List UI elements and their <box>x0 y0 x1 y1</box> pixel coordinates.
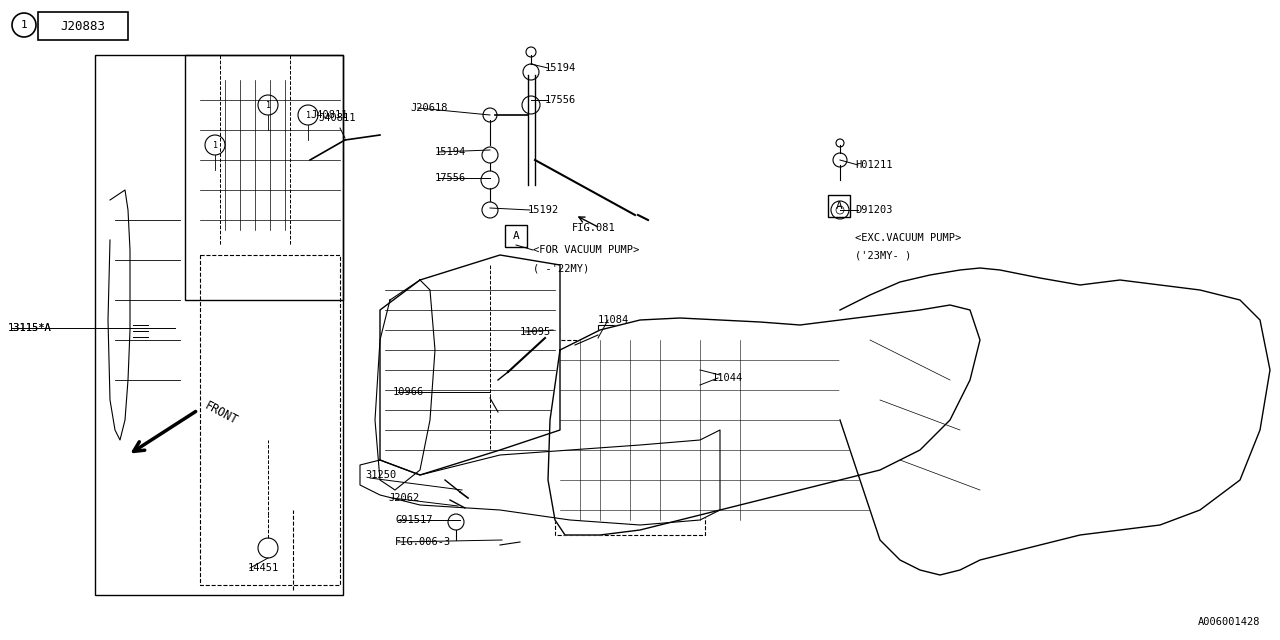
Text: 11084: 11084 <box>598 315 630 325</box>
Text: 13115*A: 13115*A <box>8 323 51 333</box>
Text: A: A <box>512 231 520 241</box>
Text: 11044: 11044 <box>712 373 744 383</box>
Text: FRONT: FRONT <box>202 399 239 428</box>
Bar <box>38 12 128 40</box>
Text: 17556: 17556 <box>545 95 576 105</box>
Bar <box>186 55 343 300</box>
Bar <box>95 55 343 595</box>
Text: J40811: J40811 <box>317 113 356 123</box>
Text: 1: 1 <box>265 100 270 109</box>
Text: 1: 1 <box>306 111 311 120</box>
Bar <box>200 255 340 585</box>
Text: 15194: 15194 <box>545 63 576 73</box>
Text: 11095: 11095 <box>520 327 552 337</box>
Text: 15192: 15192 <box>529 205 559 215</box>
Text: <EXC.VACUUM PUMP>: <EXC.VACUUM PUMP> <box>855 233 961 243</box>
Text: 10966: 10966 <box>393 387 424 397</box>
Text: J2062: J2062 <box>388 493 420 503</box>
Text: 17556: 17556 <box>435 173 466 183</box>
Text: 15194: 15194 <box>435 147 466 157</box>
Text: A: A <box>836 201 842 211</box>
Bar <box>506 225 527 247</box>
Text: G91517: G91517 <box>396 515 433 525</box>
Text: 31250: 31250 <box>365 470 397 480</box>
Bar <box>828 195 850 217</box>
Text: 1: 1 <box>212 141 218 150</box>
Text: ( -'22MY): ( -'22MY) <box>532 263 589 273</box>
Text: ('23MY- ): ('23MY- ) <box>855 250 911 260</box>
Text: J20618: J20618 <box>410 103 448 113</box>
Text: <FOR VACUUM PUMP>: <FOR VACUUM PUMP> <box>532 245 639 255</box>
Text: 14451: 14451 <box>248 563 279 573</box>
Text: D91203: D91203 <box>855 205 892 215</box>
Polygon shape <box>840 268 1270 575</box>
Text: 13115*A: 13115*A <box>8 323 51 333</box>
Polygon shape <box>375 280 435 490</box>
Text: FIG.006-3: FIG.006-3 <box>396 537 452 547</box>
Text: 1: 1 <box>20 20 27 30</box>
Text: J20883: J20883 <box>60 19 105 33</box>
Polygon shape <box>380 255 561 475</box>
Text: A006001428: A006001428 <box>1198 617 1260 627</box>
Polygon shape <box>548 305 980 535</box>
Text: FIG.081: FIG.081 <box>572 223 616 233</box>
Text: J40811: J40811 <box>310 110 347 120</box>
Bar <box>598 325 634 353</box>
Polygon shape <box>360 430 721 525</box>
Bar <box>556 340 705 535</box>
Text: H01211: H01211 <box>855 160 892 170</box>
